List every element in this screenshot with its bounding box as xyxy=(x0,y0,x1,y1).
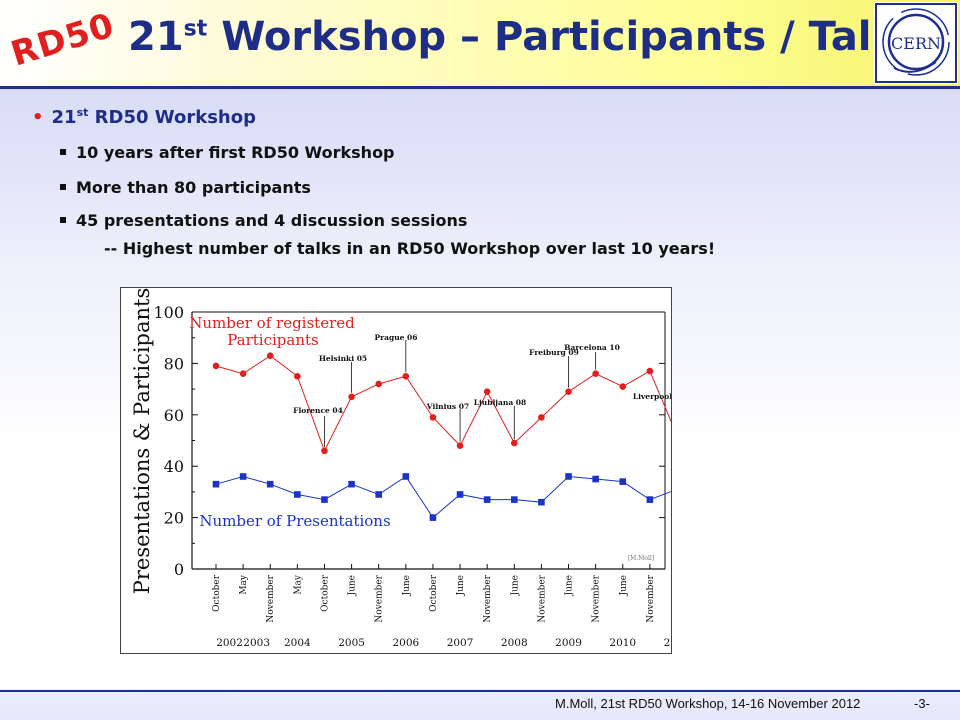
annotation-label: Helsinki 05 xyxy=(319,354,367,363)
y-tick-label: 40 xyxy=(164,457,184,476)
x-tick-label: June xyxy=(619,575,629,597)
presentations-point xyxy=(321,496,328,503)
page-title: 21st Workshop – Participants / Talks xyxy=(128,14,922,60)
presentations-point xyxy=(646,496,654,503)
annotation-label: Ljubljana 08 xyxy=(474,398,526,407)
year-label: 2009 xyxy=(555,637,582,649)
annotation-label: Barcelona 10 xyxy=(564,343,620,352)
presentations-point xyxy=(212,480,220,488)
chart: 0 20 40 60 80 100 October May November May October… xyxy=(130,288,690,649)
chart-frame: 0 20 40 60 80 100 October May November May October… xyxy=(120,287,690,654)
x-tick-label: October xyxy=(320,574,330,612)
participants-point xyxy=(212,362,220,370)
title-underline xyxy=(0,86,960,89)
presentations-point xyxy=(619,478,627,485)
presentations-point xyxy=(375,491,383,498)
y-tick-label: 0 xyxy=(174,560,184,579)
series-label-participants: Number of registered Participants xyxy=(189,314,355,349)
credit-label: [M.Moll] xyxy=(628,555,654,562)
svg-text:CERN: CERN xyxy=(891,34,941,53)
note-text: -- Highest number of talks in an RD50 Wo… xyxy=(104,239,716,258)
participants-point xyxy=(348,393,355,401)
participants-point xyxy=(429,414,437,421)
year-label: 2003 xyxy=(243,637,270,649)
x-tick-label: November xyxy=(483,574,493,622)
x-tick-label: June xyxy=(402,575,412,597)
annotation-label: Florence 04 xyxy=(293,406,343,415)
year-label: 2006 xyxy=(392,637,419,649)
subbullet-presentations: 45 presentations and 4 discussion sessio… xyxy=(60,211,467,230)
x-tick-label: October xyxy=(212,574,222,612)
y-tick-label: 20 xyxy=(164,509,184,528)
participants-point xyxy=(402,372,410,380)
year-label: 2008 xyxy=(501,637,528,649)
y-tick-label: 80 xyxy=(164,354,184,373)
presentations-point xyxy=(239,473,247,480)
presentations-point xyxy=(429,514,437,521)
series-label-presentations: Number of Presentations xyxy=(199,512,390,530)
participants-point xyxy=(321,447,328,455)
year-label: 2002 xyxy=(216,637,243,649)
presentations-point xyxy=(266,480,274,488)
presentations-point xyxy=(348,480,355,488)
presentations-point xyxy=(510,496,518,503)
x-tick-label: June xyxy=(565,575,575,597)
participants-point xyxy=(619,383,627,390)
bullet-workshop: • 21st RD50 Workshop xyxy=(32,106,256,128)
x-tick-label: June xyxy=(510,575,520,597)
annotation-label: Freiburg 09 xyxy=(529,348,579,357)
subbullet-years: 10 years after first RD50 Workshop xyxy=(60,143,395,162)
presentations-point xyxy=(294,491,301,498)
x-tick-label: November xyxy=(592,574,602,622)
presentations-line xyxy=(215,475,678,519)
y-tick-label: 100 xyxy=(153,303,184,322)
page-number: -3- xyxy=(914,696,930,711)
x-tick-label: June xyxy=(348,575,358,597)
x-tick-label: November xyxy=(646,574,656,622)
presentations-point xyxy=(402,473,410,480)
x-tick-label: November xyxy=(375,574,385,622)
presentations-point xyxy=(565,473,572,480)
participants-point xyxy=(646,367,654,375)
participants-point xyxy=(375,380,383,388)
footer-line xyxy=(0,690,960,692)
y-axis-label: Presentations & Participants xyxy=(130,288,154,594)
title-bar xyxy=(0,0,960,86)
presentations-point xyxy=(592,475,599,483)
presentations-point xyxy=(483,496,491,503)
year-label: 2005 xyxy=(338,637,365,649)
participants-point xyxy=(565,388,572,395)
participants-point xyxy=(483,388,491,395)
annotation-label: Prague 06 xyxy=(375,333,418,342)
annotation-label: Vilnius 07 xyxy=(426,402,469,411)
subbullet-participants: More than 80 participants xyxy=(60,178,311,197)
x-tick-label: June xyxy=(456,575,466,597)
year-label: 2004 xyxy=(284,637,311,649)
presentations-point xyxy=(538,498,545,506)
year-label: 2007 xyxy=(447,637,474,649)
participants-point xyxy=(538,414,545,421)
x-tick-label: November xyxy=(537,574,547,622)
x-tick-label: May xyxy=(239,574,249,595)
participants-line xyxy=(215,355,678,453)
footer-text: M.Moll, 21st RD50 Workshop, 14-16 Novemb… xyxy=(555,696,861,711)
cern-logo: CERN xyxy=(874,2,958,84)
year-label: 2010 xyxy=(609,637,636,649)
participants-point xyxy=(456,442,464,449)
annotation-label: Liverpool 11 xyxy=(633,392,671,401)
x-tick-label: November xyxy=(266,574,276,622)
participants-point xyxy=(239,370,247,377)
x-tick-label: October xyxy=(429,574,439,612)
participants-point xyxy=(294,372,301,380)
year-label: 2011 xyxy=(664,637,671,649)
participants-point xyxy=(510,439,518,447)
x-tick-label: May xyxy=(293,574,303,595)
y-tick-label: 60 xyxy=(164,406,184,425)
participants-point xyxy=(592,370,599,377)
participants-point xyxy=(266,352,274,359)
presentations-point xyxy=(456,491,464,498)
